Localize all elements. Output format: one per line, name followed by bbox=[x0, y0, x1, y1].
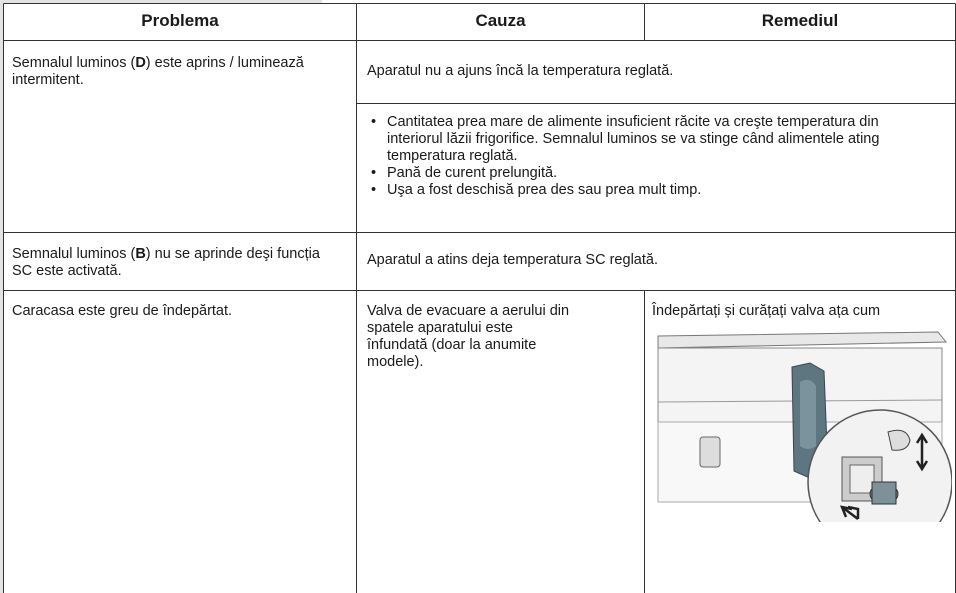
text: D bbox=[135, 55, 146, 71]
remedy-cell: Îndepărtați și curățați valva ața cum bbox=[652, 303, 881, 319]
text: Semnalul luminos ( bbox=[12, 246, 136, 262]
problem-cell: Semnalul luminos (B) nu se aprinde deşi … bbox=[12, 246, 342, 280]
list-item: Cantitatea prea mare de alimente insufic… bbox=[371, 114, 932, 165]
problem-cell: Semnalul luminos (D) este aprins / lumin… bbox=[12, 55, 342, 89]
cause-cell: Valva de evacuare a aerului din spatele … bbox=[367, 303, 570, 370]
text: B bbox=[135, 246, 146, 262]
cause-cell: Aparatul a atins deja temperatura SC reg… bbox=[367, 252, 658, 268]
cause-list: Cantitatea prea mare de alimente insufic… bbox=[367, 114, 932, 199]
cause-cell: Cantitatea prea mare de alimente insufic… bbox=[367, 114, 932, 199]
header-cell: Cauza bbox=[475, 11, 526, 30]
header-cell: Problema bbox=[141, 11, 219, 30]
text: Semnalul luminos ( bbox=[12, 55, 136, 71]
illustration bbox=[652, 322, 952, 522]
header-cell: Remediul bbox=[761, 11, 839, 30]
text: ) nu se aprinde deşi funcția SC este act… bbox=[12, 246, 320, 279]
list-item: Uşa a fost deschisă prea des sau prea mu… bbox=[371, 182, 932, 199]
cause-cell: Aparatul nu a ajuns încă la temperatura … bbox=[367, 63, 674, 79]
text: ) este aprins / luminează intermitent. bbox=[12, 55, 304, 88]
problem-cell: Caracasa este greu de îndepărtat. bbox=[12, 303, 233, 319]
list-item: Pană de curent prelungită. bbox=[371, 165, 932, 182]
